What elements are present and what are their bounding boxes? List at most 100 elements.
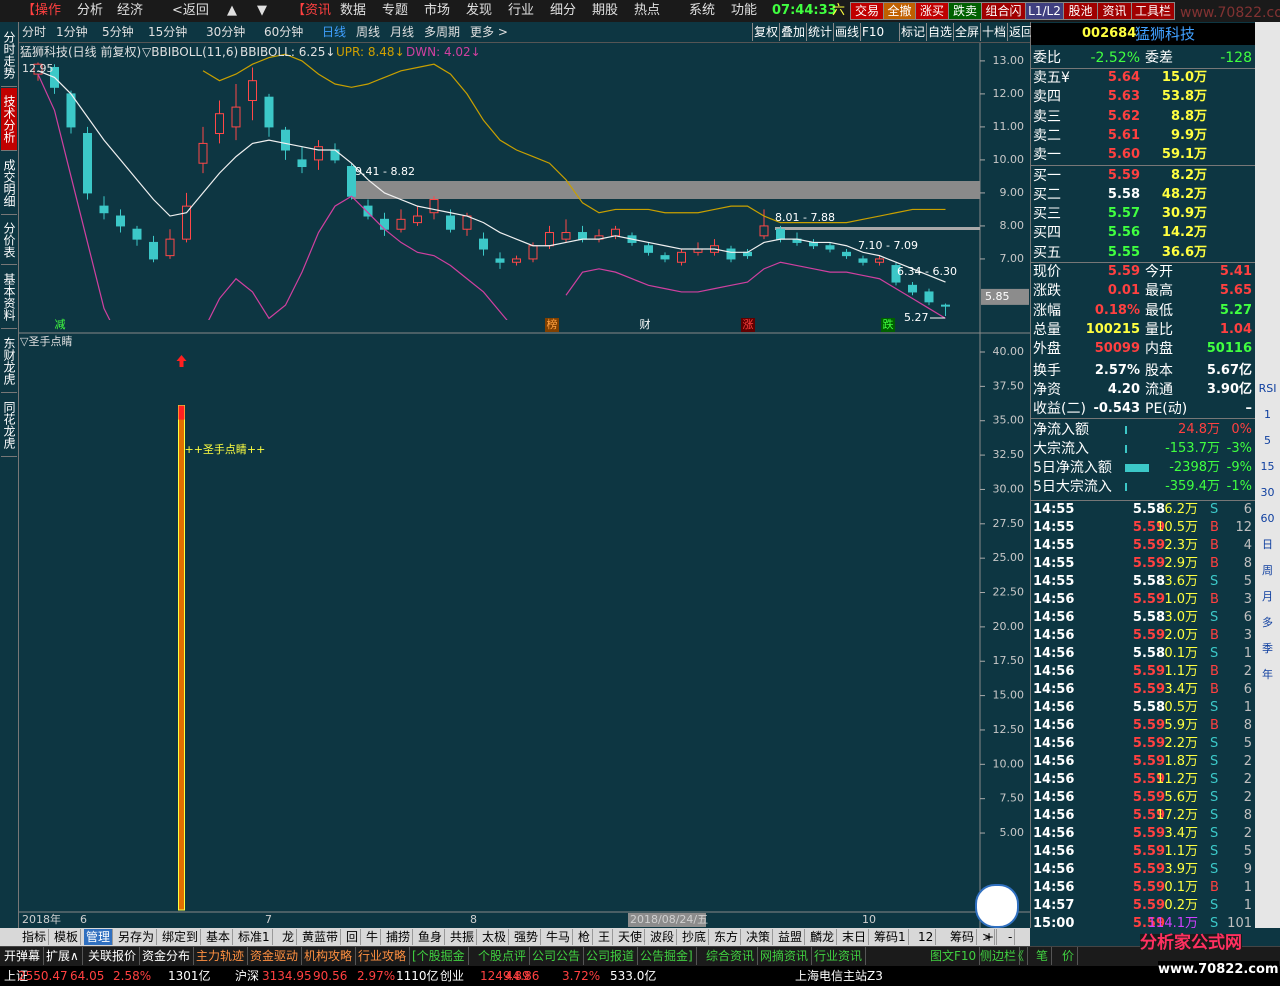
menu-item[interactable]: 功能	[731, 3, 758, 18]
indicator-tab[interactable]: 牛	[364, 929, 382, 945]
menu-item[interactable]: 市场	[424, 3, 451, 18]
indicator-tab[interactable]: 龙	[280, 929, 298, 945]
info-tab[interactable]: [个股掘金	[412, 947, 469, 965]
info-tab[interactable]: 网摘资讯	[760, 947, 813, 965]
tool-button[interactable]: F10	[860, 23, 885, 41]
menu-item[interactable]: 【操作	[22, 3, 62, 18]
sidebar-button[interactable]: 季	[1262, 642, 1273, 655]
indicator-tab[interactable]: 共振	[448, 929, 478, 945]
menu-item[interactable]: 数据	[340, 3, 367, 18]
indicator-tab[interactable]: 基本	[204, 929, 234, 945]
sidebar-button[interactable]: 日	[1262, 538, 1273, 551]
tool-button[interactable]: 返回	[1007, 23, 1034, 41]
indicator-tab[interactable]: 波段	[648, 929, 678, 945]
menu-button[interactable]: 涨买	[915, 2, 949, 20]
menu-item[interactable]: 行业	[508, 3, 535, 18]
sidebar-button[interactable]: 多	[1262, 616, 1273, 629]
period-tab[interactable]: 5分钟	[102, 25, 134, 39]
tool-button[interactable]: 标记	[899, 23, 926, 41]
info-tab[interactable]: 主力轨迹	[196, 947, 249, 965]
period-tab[interactable]: 60分钟	[264, 25, 304, 39]
indicator-tab[interactable]: 模板	[52, 929, 82, 945]
side-tab[interactable]: 技术分析	[1, 88, 17, 151]
indicator-tab[interactable]: +	[982, 929, 998, 945]
tool-button[interactable]: 全屏	[953, 23, 980, 41]
info-tab[interactable]: 个股点评	[478, 947, 531, 965]
indicator-tab[interactable]: 牛马	[544, 929, 574, 945]
menu-button[interactable]: 资讯	[1097, 2, 1132, 20]
menu-item[interactable]: ▲	[227, 3, 237, 18]
indicator-tab[interactable]: 标准1	[236, 929, 273, 945]
indicator-tab[interactable]: 末日	[840, 929, 870, 945]
indicator-tab[interactable]: 枪	[576, 929, 594, 945]
menu-item[interactable]: 经济	[117, 3, 144, 18]
indicator-tab[interactable]: 指标	[20, 929, 50, 945]
tool-button[interactable]: 画线	[833, 23, 860, 41]
info-tab[interactable]: 开弹幕	[4, 947, 45, 965]
menu-item[interactable]: 期股	[592, 3, 619, 18]
menu-button[interactable]: L1/L2	[1025, 2, 1064, 20]
info-tab[interactable]: 公司公告	[532, 947, 585, 965]
menu-item[interactable]: ▼	[257, 3, 267, 18]
sidebar-button[interactable]: 60	[1260, 512, 1275, 525]
menu-button[interactable]: 股池	[1063, 2, 1098, 20]
indicator-tab[interactable]: 麟龙	[808, 929, 838, 945]
indicator-tab[interactable]: 东方	[712, 929, 742, 945]
info-tab[interactable]: 机构攻略	[304, 947, 357, 965]
period-tab[interactable]: 分时	[22, 25, 47, 39]
period-tab[interactable]: 多周期	[424, 25, 461, 39]
indicator-tab[interactable]: 太极	[480, 929, 510, 945]
side-tab[interactable]: 分价表	[1, 216, 17, 265]
indicator-tab[interactable]: 益盟	[776, 929, 806, 945]
menu-item[interactable]: 专题	[382, 3, 409, 18]
menu-item[interactable]: 发现	[466, 3, 493, 18]
sidebar-button[interactable]: 月	[1262, 590, 1273, 603]
period-tab[interactable]: 日线	[322, 25, 347, 39]
tool-button[interactable]: 叠加	[779, 23, 806, 41]
side-tab[interactable]: 成交明细	[1, 152, 17, 215]
sidebar-button[interactable]: RSI	[1258, 382, 1277, 395]
menu-item[interactable]: 热点	[634, 3, 661, 18]
indicator-tab[interactable]: 筹码	[948, 929, 978, 945]
indicator-tab[interactable]: 另存为	[116, 929, 158, 945]
menu-item[interactable]: 分析	[77, 3, 104, 18]
indicator-tab[interactable]: 王	[596, 929, 614, 945]
info-tab[interactable]: 关联报价	[88, 947, 141, 965]
period-tab[interactable]: 1分钟	[56, 25, 88, 39]
indicator-tab[interactable]: 管理	[84, 929, 114, 945]
side-tab[interactable]: 分时走势	[1, 24, 17, 87]
info-tab[interactable]: 综合资讯	[706, 947, 759, 965]
info-tab[interactable]: 《	[1012, 947, 1029, 965]
indicator-tab[interactable]: 绑定到	[160, 929, 202, 945]
sidebar-button[interactable]: 年	[1262, 668, 1273, 681]
info-tab[interactable]: 行业攻略	[358, 947, 411, 965]
menu-button[interactable]: 全撤	[883, 2, 916, 20]
menu-item[interactable]: <返回	[172, 3, 209, 18]
indicator-tab[interactable]: 鱼身	[416, 929, 446, 945]
menu-button[interactable]: 交易	[850, 2, 884, 20]
info-tab[interactable]: 价	[1062, 947, 1079, 965]
info-tab[interactable]: 笔	[1036, 947, 1053, 965]
tool-button[interactable]: 复权	[752, 23, 779, 41]
info-tab[interactable]: 扩展∧	[46, 947, 83, 965]
side-tab[interactable]: 基本资料	[1, 266, 17, 329]
period-tab[interactable]: 月线	[390, 25, 415, 39]
indicator-tab[interactable]: 强势	[512, 929, 542, 945]
indicator-tab[interactable]: -	[1006, 929, 1016, 945]
indicator-tab[interactable]: 决策	[744, 929, 774, 945]
indicator-tab[interactable]: 天使	[616, 929, 646, 945]
menu-item[interactable]: 系统	[689, 3, 716, 18]
indicator-tab[interactable]: 筹码1	[872, 929, 909, 945]
menu-item[interactable]: 【资讯	[292, 3, 332, 18]
indicator-tab[interactable]: 抄底	[680, 929, 710, 945]
info-tab[interactable]: 行业资讯	[814, 947, 867, 965]
info-tab[interactable]: 侧边栏	[980, 947, 1021, 965]
period-tab[interactable]: 周线	[356, 25, 381, 39]
info-tab[interactable]: 公告掘金]	[640, 947, 697, 965]
indicator-tab[interactable]: 捕捞	[384, 929, 414, 945]
tool-button[interactable]: 自选	[926, 23, 953, 41]
side-tab[interactable]: 同花龙虎	[1, 394, 17, 457]
indicator-tab[interactable]: 12	[916, 929, 937, 945]
period-tab[interactable]: 15分钟	[148, 25, 188, 39]
indicator-tab[interactable]: 回	[344, 929, 362, 945]
